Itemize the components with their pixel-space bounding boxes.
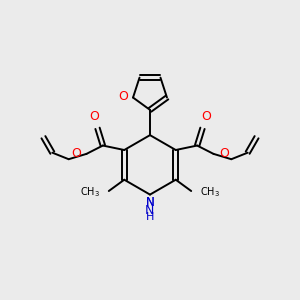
Text: N: N (146, 196, 154, 209)
Text: H: H (146, 212, 154, 222)
Text: N: N (146, 196, 154, 209)
Text: O: O (118, 90, 128, 103)
Text: CH$_3$: CH$_3$ (80, 186, 100, 200)
Text: N: N (145, 203, 154, 217)
Text: O: O (201, 110, 211, 123)
Text: O: O (71, 147, 81, 160)
Text: O: O (89, 110, 99, 123)
Text: O: O (219, 147, 229, 160)
Text: CH$_3$: CH$_3$ (200, 186, 220, 200)
